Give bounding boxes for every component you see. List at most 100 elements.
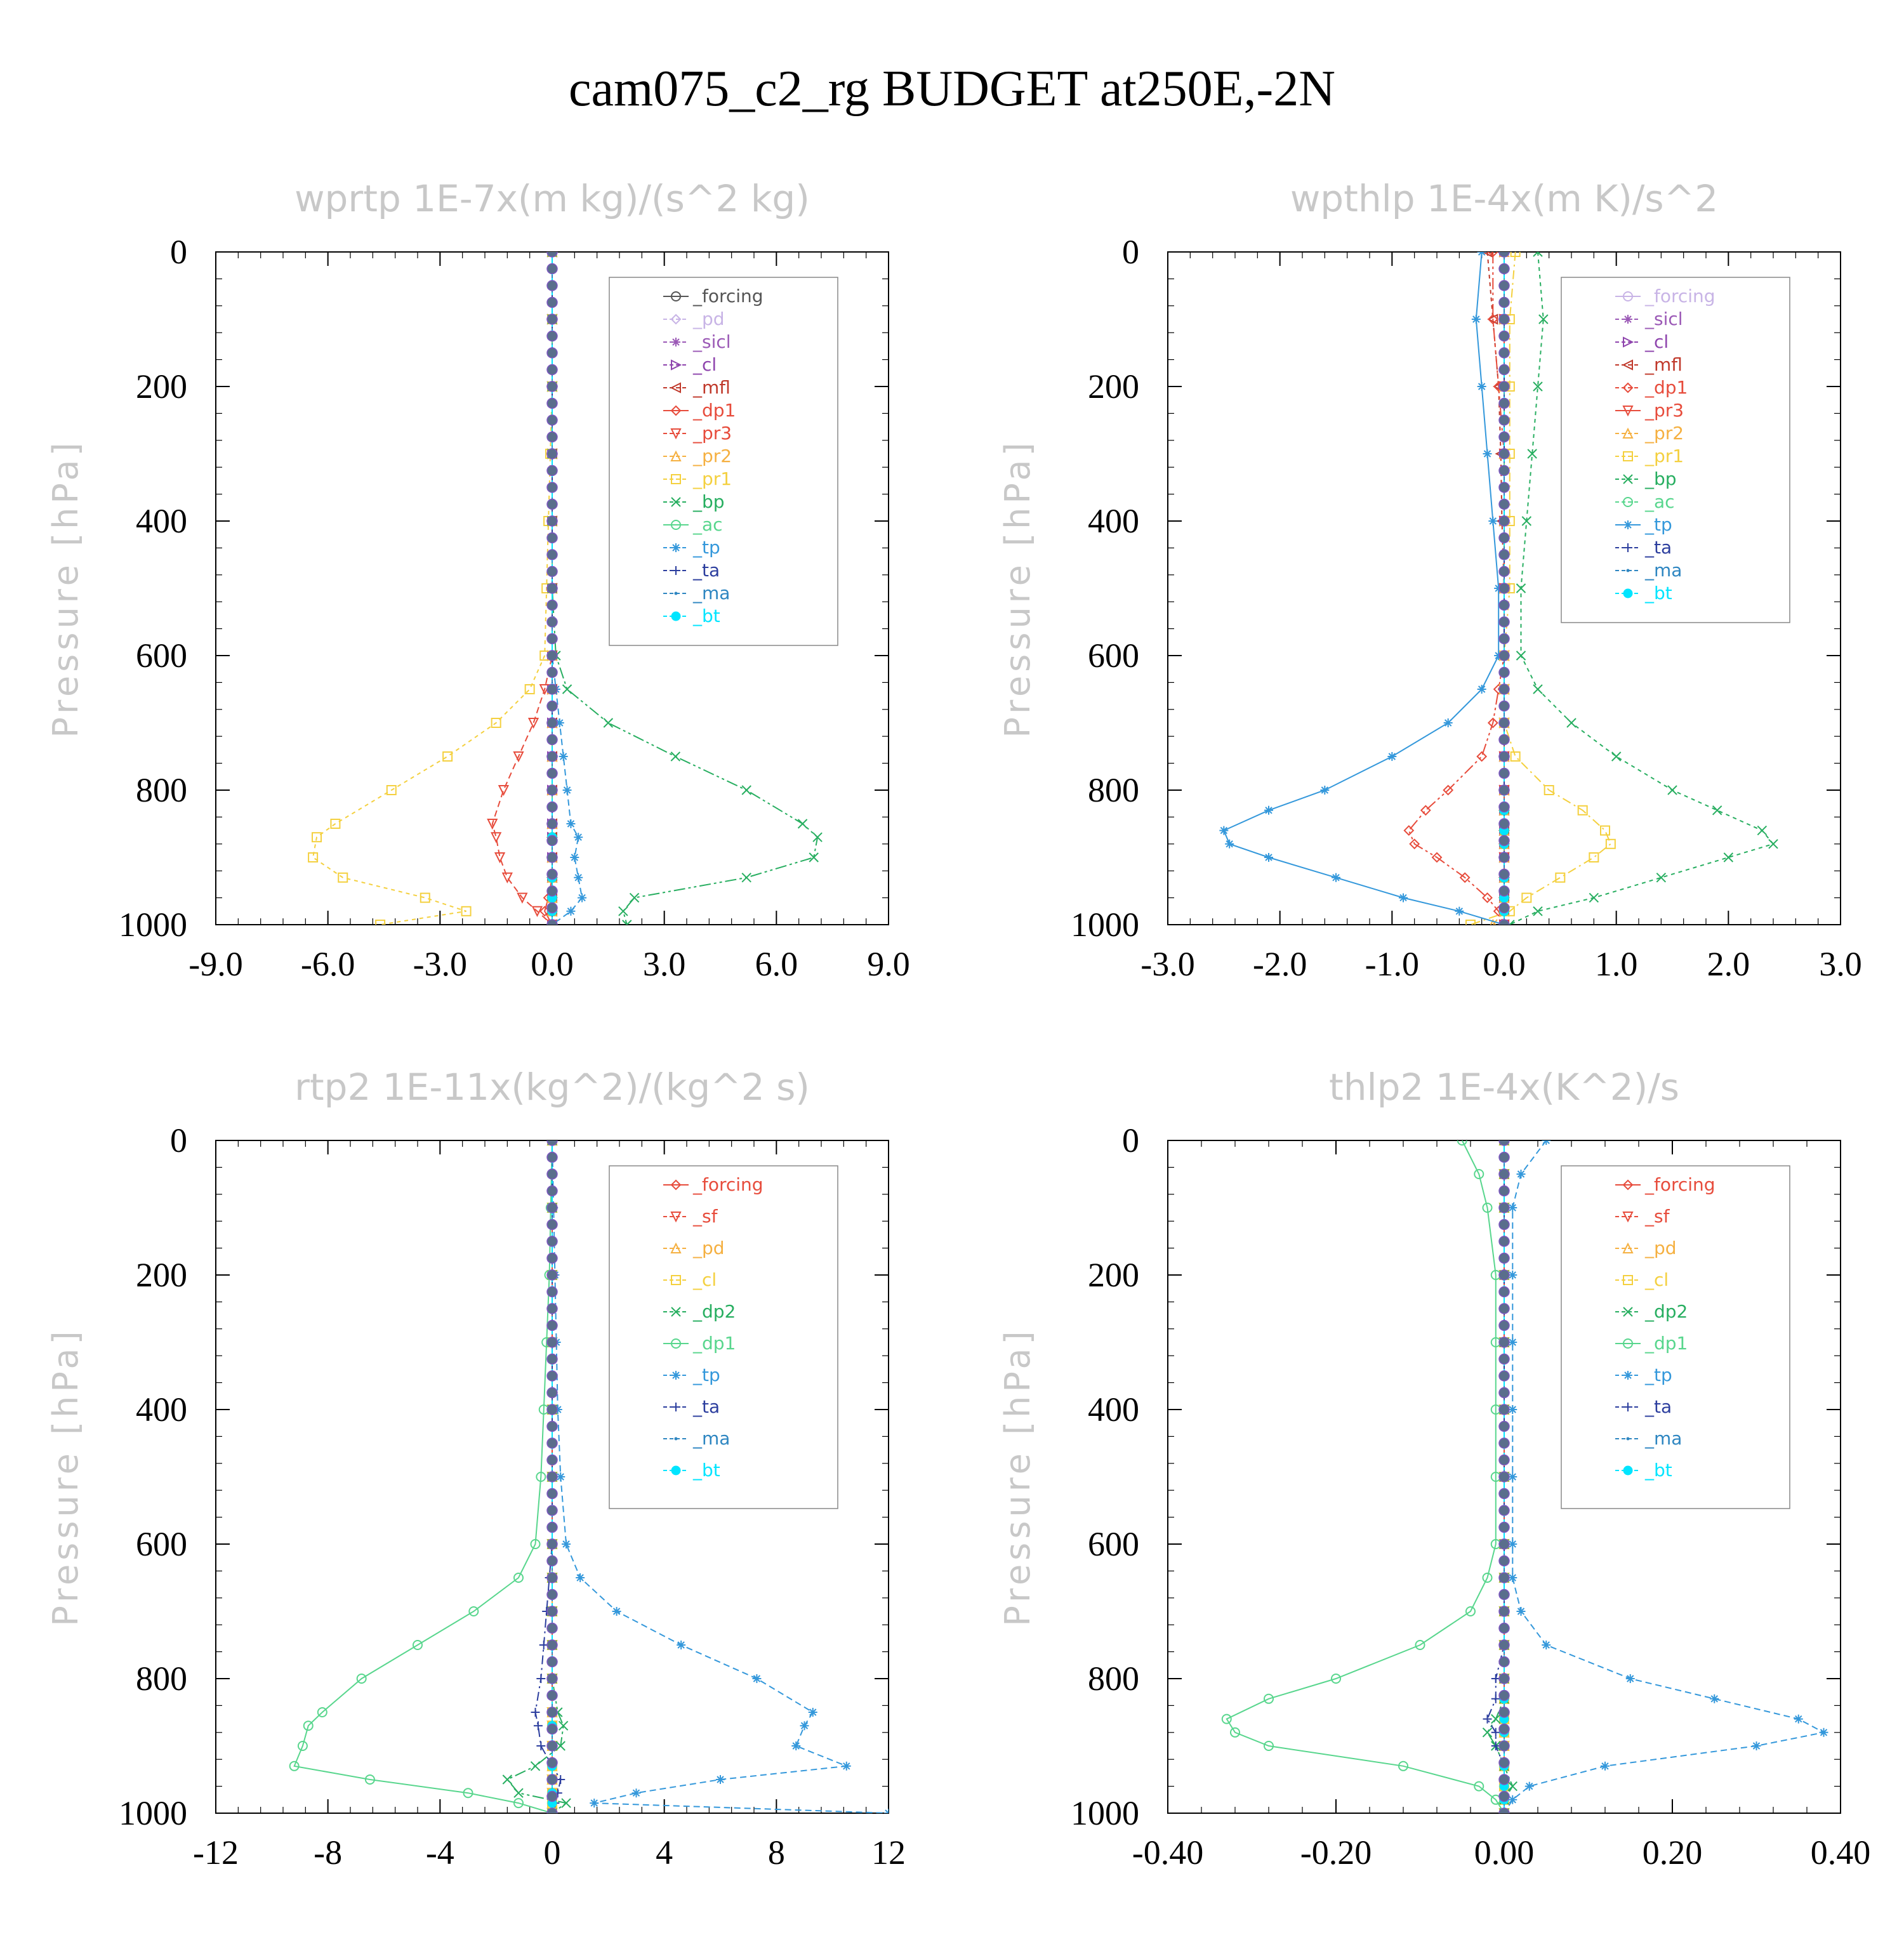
legend-entry: _sicl [663, 331, 731, 352]
zero-marker [1498, 1420, 1510, 1432]
x-tick-label: -6.0 [301, 945, 355, 983]
legend-entry: _forcing [663, 1174, 764, 1195]
data-point_tp [791, 1741, 801, 1750]
zero-marker [1498, 1337, 1510, 1348]
legend-box [1561, 1165, 1790, 1509]
zero-marker [546, 1673, 558, 1684]
legend-marker [1623, 1371, 1632, 1380]
legend-entry: _ma [1615, 560, 1682, 581]
zero-marker [1498, 1236, 1510, 1247]
x-tick-label: -9.0 [188, 945, 242, 983]
legend-entry: _bp [663, 491, 725, 512]
legend-entry: _pr2 [1615, 423, 1684, 444]
data-point_dp1 [1398, 1760, 1408, 1771]
data-point_tp [1399, 893, 1408, 902]
data-point_dp1 [1443, 784, 1454, 796]
data-point_dp1 [1465, 1606, 1476, 1616]
data-point_bp [1667, 785, 1677, 795]
y-tick-label: 200 [136, 1256, 187, 1294]
y-tick-label: 1000 [119, 906, 187, 944]
data-point_tp [800, 1721, 809, 1731]
legend-entry: _ta [1615, 537, 1672, 558]
x-tick-label: 9.0 [867, 945, 910, 983]
zero-marker [1498, 616, 1510, 628]
legend-label: _bp [1644, 468, 1677, 489]
zero-marker [546, 431, 558, 443]
legend-marker [1623, 474, 1633, 484]
data-point_bp [562, 684, 572, 694]
zero-marker [546, 1807, 558, 1813]
legend-marker [674, 591, 678, 595]
panel-title: rtp2 1E-11x(kg^2)/(kg^2 s) [294, 1066, 810, 1109]
legend-entry: _ta [663, 1396, 720, 1417]
legend-label: _pd [1644, 1238, 1677, 1258]
zero-marker [1498, 1673, 1510, 1684]
legend-marker [1622, 406, 1634, 417]
chart-panel-wprtp: wprtp 1E-7x(m kg)/(s^2 kg) Pressure [hPa]… [46, 177, 910, 983]
legend-entry: _mfl [1615, 354, 1683, 375]
zero-marker [546, 1236, 558, 1247]
data-point_dp1 [1431, 852, 1443, 863]
legend-marker [1622, 427, 1634, 439]
zero-line-markers [546, 1140, 558, 1813]
legend-marker [1622, 1212, 1634, 1223]
legend-label: _mfl [1644, 354, 1683, 375]
data-point_ta [531, 1708, 540, 1717]
zero-marker [1498, 263, 1510, 275]
zero-marker [546, 818, 558, 829]
zero-marker [1498, 498, 1510, 510]
data-point_bp [1533, 906, 1543, 916]
data-point_ta [1491, 1727, 1500, 1737]
legend-box [609, 1165, 838, 1509]
data-point_ta [1483, 1714, 1492, 1724]
zero-marker [1498, 1807, 1510, 1813]
legend-marker [1626, 1437, 1630, 1441]
x-tick-label: -2.0 [1253, 945, 1307, 983]
data-point_tp [574, 873, 583, 882]
data-point_dp1 [1487, 252, 1498, 258]
legend-marker [674, 1437, 678, 1441]
data-point_tp [1508, 1271, 1517, 1279]
x-tick-label: 6.0 [755, 945, 798, 983]
zero-marker [1498, 1639, 1510, 1651]
data-point_pr1 [330, 819, 341, 829]
zero-marker [546, 381, 558, 392]
y-tick-label: 0 [1122, 1121, 1139, 1159]
zero-marker [546, 583, 558, 594]
data-point_tp [1219, 826, 1229, 835]
data-point_ta [536, 1741, 546, 1750]
zero-marker [1498, 1219, 1510, 1231]
zero-marker [546, 296, 558, 308]
legend-entry: _pr1 [663, 468, 732, 489]
zero-marker [546, 616, 558, 628]
legend: _forcing_sicl_cl_mfl_dp1_pr3_pr2_pr1_bp_… [1561, 277, 1790, 623]
zero-line-markers [1498, 252, 1510, 925]
data-point_pr3 [498, 785, 510, 796]
data-point_pr3 [527, 718, 539, 729]
zero-marker [1498, 465, 1510, 477]
legend-entry: _tp [663, 537, 720, 558]
zero-marker [1498, 633, 1510, 645]
zero-marker [546, 1538, 558, 1550]
legend-label: _cl [1644, 1269, 1669, 1290]
zero-marker [546, 1790, 558, 1802]
legend-marker [670, 450, 682, 461]
y-tick-label: 400 [136, 1390, 187, 1429]
data-point_dp1 [1476, 751, 1488, 762]
zero-marker [546, 852, 558, 863]
data-point_bp [1521, 516, 1532, 526]
zero-marker [546, 414, 558, 426]
zero-marker [546, 700, 558, 712]
zero-marker [1498, 666, 1510, 678]
legend-entry: _tp [1615, 1364, 1672, 1385]
legend-marker [671, 520, 681, 530]
data-point_ta [533, 1721, 543, 1731]
data-point_dp2 [502, 1774, 513, 1785]
legend-entry: _cl [1615, 331, 1669, 352]
chart-panel-rtp2: rtp2 1E-11x(kg^2)/(kg^2 s) Pressure [hPa]… [46, 1066, 906, 1872]
legend-label: _dp1 [1644, 377, 1688, 398]
zero-marker [1498, 1606, 1510, 1617]
zero-marker [546, 1707, 558, 1718]
zero-marker [1498, 549, 1510, 560]
zero-marker [1498, 1168, 1510, 1180]
